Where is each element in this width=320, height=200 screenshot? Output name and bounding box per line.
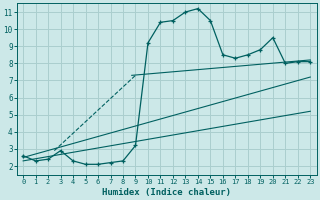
X-axis label: Humidex (Indice chaleur): Humidex (Indice chaleur) [102,188,231,197]
